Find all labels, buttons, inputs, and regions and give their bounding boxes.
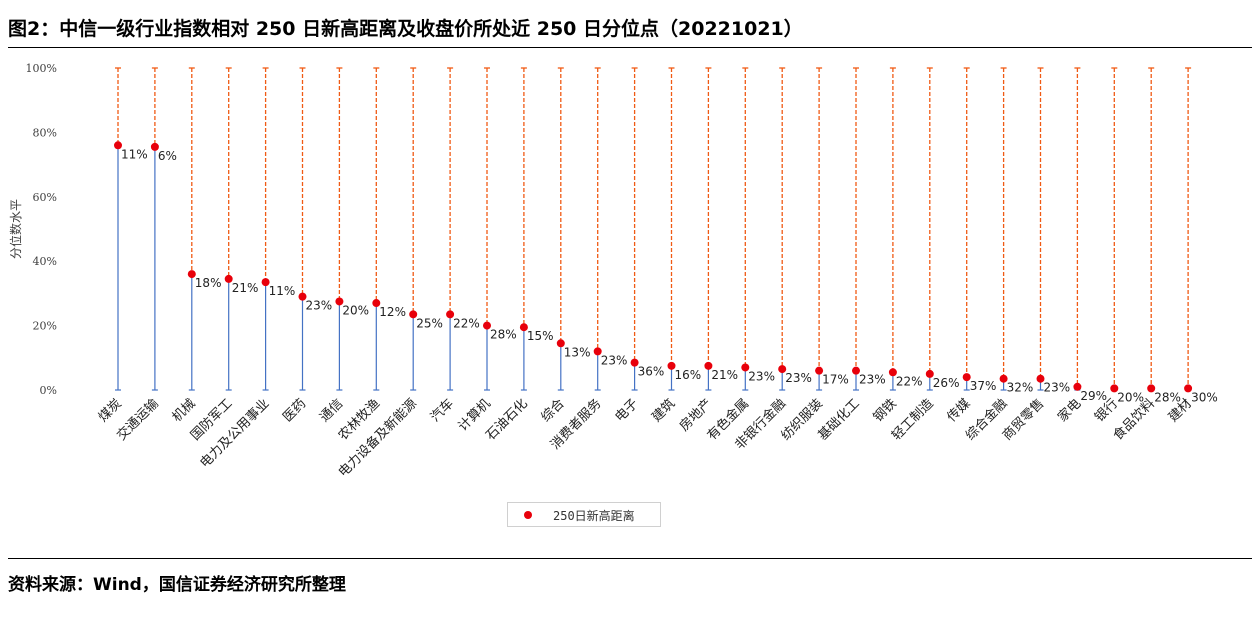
data-point: [409, 310, 418, 319]
data-label: 21%: [711, 368, 738, 382]
data-label: 6%: [158, 149, 177, 163]
data-label: 23%: [748, 369, 775, 383]
data-point: [224, 274, 233, 283]
data-point: [704, 361, 713, 370]
data-label: 30%: [1191, 390, 1218, 404]
data-label: 25%: [416, 316, 443, 330]
x-tick-label: 钢铁: [871, 396, 900, 425]
y-tick-label: 80%: [33, 126, 57, 139]
x-tick-label: 建筑: [649, 396, 679, 426]
x-tick-label: 电力及公用事业: [197, 396, 272, 471]
data-point: [556, 339, 565, 348]
title-divider: [8, 47, 1252, 48]
data-label: 37%: [970, 379, 997, 393]
data-point: [483, 321, 491, 330]
data-label: 23%: [785, 371, 812, 385]
data-label: 15%: [527, 329, 554, 343]
x-tick-label: 机械: [170, 396, 199, 425]
legend-marker: [524, 511, 532, 519]
y-tick-label: 40%: [33, 255, 57, 268]
data-label: 13%: [564, 345, 591, 359]
data-label: 23%: [859, 373, 886, 387]
y-tick-label: 100%: [26, 62, 57, 75]
x-tick-label: 传媒: [945, 396, 974, 425]
x-tick-label: 医药: [280, 396, 309, 425]
data-label: 28%: [1154, 390, 1181, 404]
data-point: [667, 361, 676, 370]
data-point: [888, 368, 897, 377]
y-tick-label: 0%: [40, 384, 57, 397]
data-point: [852, 366, 860, 375]
data-label: 29%: [1080, 389, 1107, 403]
source-note: 资料来源：Wind，国信证券经济研究所整理: [8, 575, 346, 595]
data-point: [114, 141, 122, 150]
data-label: 20%: [1117, 390, 1144, 404]
x-tick-label: 商贸零售: [999, 396, 1047, 444]
source-divider: [8, 558, 1252, 559]
data-point: [1036, 374, 1045, 383]
data-point: [519, 323, 528, 332]
data-label: 23%: [601, 353, 628, 367]
data-point: [1073, 382, 1082, 391]
dot-stem-chart: 0% 20% 40% 60% 80% 100% 分位数水平 11% 煤炭 6% 交通运输 18% 机械 2…: [8, 62, 1218, 480]
data-label: 11%: [269, 284, 296, 298]
data-label: 21%: [232, 281, 259, 295]
data-label: 18%: [195, 276, 222, 290]
data-label: 28%: [490, 328, 517, 342]
data-point: [187, 270, 196, 279]
x-tick-label: 煤炭: [96, 396, 125, 425]
data-point: [298, 292, 307, 301]
data-label: 32%: [1007, 381, 1034, 395]
data-point: [778, 365, 787, 374]
y-tick-label: 20%: [33, 320, 57, 333]
y-tick-label: 60%: [33, 191, 57, 204]
data-point: [335, 297, 344, 306]
y-axis-title: 分位数水平: [8, 199, 23, 259]
data-point: [593, 347, 602, 356]
x-tick-label: 交通运输: [114, 396, 162, 444]
data-label: 11%: [121, 147, 148, 161]
data-point: [150, 142, 159, 151]
x-tick-label: 通信: [317, 396, 346, 425]
x-tick-label: 轻工制造: [889, 396, 936, 443]
data-label: 17%: [822, 373, 849, 387]
data-point: [630, 358, 639, 367]
x-tick-label: 基础化工: [815, 396, 862, 443]
data-point: [925, 369, 934, 378]
data-point: [815, 366, 824, 375]
data-label: 22%: [896, 374, 923, 388]
data-point: [261, 278, 270, 287]
legend-label: 250日新高距离: [553, 509, 635, 523]
data-point: [1184, 384, 1193, 393]
data-point: [999, 374, 1008, 383]
data-label: 26%: [933, 376, 960, 390]
x-tick-label: 石油石化: [483, 396, 530, 443]
x-tick-label: 汽车: [427, 396, 457, 426]
data-point: [741, 363, 750, 372]
data-label: 20%: [342, 303, 369, 317]
data-point: [446, 310, 455, 319]
x-tick-label: 综合: [539, 396, 568, 425]
data-point: [962, 373, 971, 382]
data-point: [1110, 384, 1119, 393]
data-point: [372, 299, 381, 308]
data-point: [1147, 384, 1156, 393]
data-label: 22%: [453, 316, 480, 330]
legend: 250日新高距离: [507, 502, 661, 527]
chart-title: 图2：中信一级行业指数相对 250 日新高距离及收盘价所处近 250 日分位点（…: [8, 18, 803, 40]
data-label: 16%: [675, 368, 702, 382]
data-label: 23%: [306, 299, 333, 313]
data-label: 23%: [1044, 381, 1071, 395]
data-label: 36%: [638, 365, 665, 379]
data-label: 12%: [379, 305, 406, 319]
x-tick-label: 电子: [612, 396, 641, 425]
